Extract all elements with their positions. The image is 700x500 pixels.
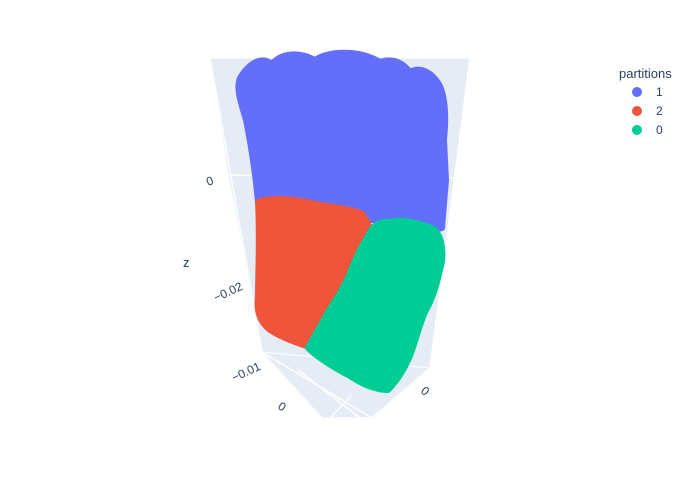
data-points xyxy=(235,49,449,393)
z-tick-label: −0.02 xyxy=(211,279,245,305)
y-tick-label: 0 xyxy=(418,384,432,399)
grid-lines xyxy=(209,57,471,419)
legend-label: 1 xyxy=(656,85,663,99)
legend-item-1[interactable]: 1 xyxy=(632,85,663,99)
legend-marker xyxy=(632,87,642,97)
legend-title: partitions xyxy=(619,66,672,81)
legend-label: 0 xyxy=(656,123,663,137)
z-tick-label: 0 xyxy=(204,173,215,189)
legend-marker xyxy=(632,125,642,135)
x-tick-label: 0 xyxy=(275,399,289,414)
legend-label: 2 xyxy=(656,104,663,118)
series-0-points xyxy=(305,217,446,393)
x-tick-label: −0.01 xyxy=(229,359,263,385)
legend-item-0[interactable]: 0 xyxy=(632,123,663,137)
z-axis-title: z xyxy=(183,255,190,270)
legend-marker xyxy=(632,106,642,116)
legend-item-2[interactable]: 2 xyxy=(632,104,663,118)
legend: partitions 1 2 0 xyxy=(619,66,672,137)
